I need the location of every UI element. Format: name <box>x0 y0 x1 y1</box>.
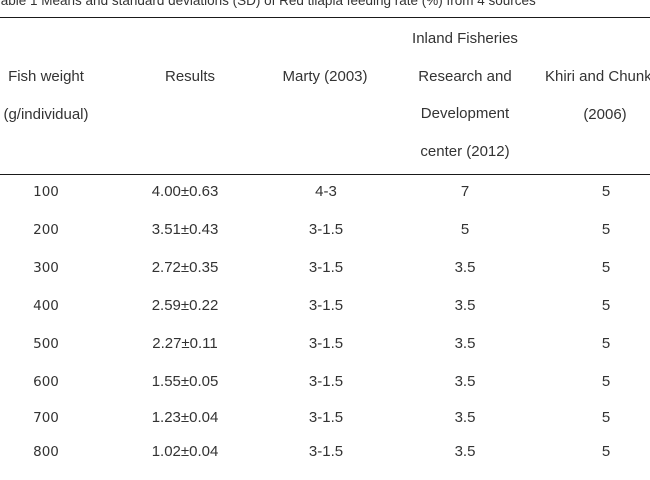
cell-khiri: 5 <box>601 335 611 352</box>
cell-inland: 3.5 <box>454 297 476 314</box>
cell-weight: 600 <box>33 374 59 390</box>
cell-inland: 3.5 <box>454 443 476 460</box>
cell-marty: 3-1.5 <box>308 259 344 276</box>
table-top-rule <box>0 17 650 18</box>
table-row: 700 1.23±0.04 3-1.5 3.5 5 <box>0 408 650 446</box>
cell-marty: 3-1.5 <box>308 335 344 352</box>
cell-inland: 3.5 <box>454 259 476 276</box>
table-caption: Table 1 Means and standard deviations (S… <box>0 0 536 8</box>
cell-weight: 700 <box>33 410 59 426</box>
cell-results: 2.59±0.22 <box>151 297 219 314</box>
cell-results: 2.27±0.11 <box>152 335 218 352</box>
cell-marty: 4-3 <box>315 183 337 200</box>
cell-khiri: 5 <box>601 297 611 314</box>
header-inland-line2: Research and <box>418 67 512 85</box>
cell-results: 1.23±0.04 <box>151 409 219 426</box>
cell-marty: 3-1.5 <box>308 443 344 460</box>
cell-marty: 3-1.5 <box>308 373 344 390</box>
cell-marty: 3-1.5 <box>308 221 344 238</box>
cell-khiri: 5 <box>601 373 611 390</box>
cell-results: 1.55±0.05 <box>151 373 219 390</box>
cell-results: 4.00±0.63 <box>151 183 219 200</box>
cell-khiri: 5 <box>601 409 611 426</box>
cell-inland: 3.5 <box>454 373 476 390</box>
header-results-label: Results <box>164 68 216 85</box>
header-khiri: Khiri and Chunkao (2006) <box>545 58 650 133</box>
header-khiri-line1: Khiri and Chunkao <box>545 68 650 85</box>
header-bottom-rule <box>0 174 650 175</box>
table-row: 200 3.51±0.43 3-1.5 5 5 <box>0 220 650 258</box>
header-marty: Marty (2003) <box>255 58 395 96</box>
cell-weight: 300 <box>33 260 59 276</box>
cell-inland: 3.5 <box>454 409 476 426</box>
cell-results: 3.51±0.43 <box>151 221 219 238</box>
header-marty-label: Marty (2003) <box>282 68 368 85</box>
table-row: 800 1.02±0.04 3-1.5 3.5 5 <box>0 442 650 480</box>
cell-weight: 500 <box>33 336 59 352</box>
header-fish-weight: Fish weight (g/individual) <box>0 58 92 133</box>
table-row: 100 4.00±0.63 4-3 7 5 <box>0 182 650 220</box>
header-inland-line3: Development <box>420 105 510 122</box>
cell-khiri: 5 <box>601 443 611 460</box>
cell-results: 2.72±0.35 <box>151 259 219 276</box>
header-khiri-line2: (2006) <box>583 105 627 123</box>
header-inland-fisheries: Inland Fisheries Research and Developmen… <box>395 20 535 170</box>
header-inland-line1: Inland Fisheries <box>412 30 518 47</box>
header-fish-weight-line2: (g/individual) <box>3 105 89 123</box>
cell-inland: 5 <box>460 221 470 238</box>
cell-khiri: 5 <box>601 221 611 238</box>
cell-results: 1.02±0.04 <box>151 443 219 460</box>
table-row: 500 2.27±0.11 3-1.5 3.5 5 <box>0 334 650 372</box>
cell-inland: 7 <box>460 183 470 200</box>
cell-weight: 800 <box>33 444 59 460</box>
table-row: 600 1.55±0.05 3-1.5 3.5 5 <box>0 372 650 410</box>
header-inland-line4: center (2012) <box>420 142 510 160</box>
table-row: 400 2.59±0.22 3-1.5 3.5 5 <box>0 296 650 334</box>
cell-inland: 3.5 <box>454 335 476 352</box>
header-fish-weight-line1: Fish weight <box>8 68 84 85</box>
cell-weight: 400 <box>33 298 59 314</box>
table-row: 300 2.72±0.35 3-1.5 3.5 5 <box>0 258 650 296</box>
cell-marty: 3-1.5 <box>308 409 344 426</box>
cell-khiri: 5 <box>601 259 611 276</box>
cell-khiri: 5 <box>601 183 611 200</box>
header-results: Results <box>120 58 260 96</box>
cell-weight: 200 <box>33 222 59 238</box>
cell-weight: 100 <box>33 184 59 200</box>
cell-marty: 3-1.5 <box>308 297 344 314</box>
